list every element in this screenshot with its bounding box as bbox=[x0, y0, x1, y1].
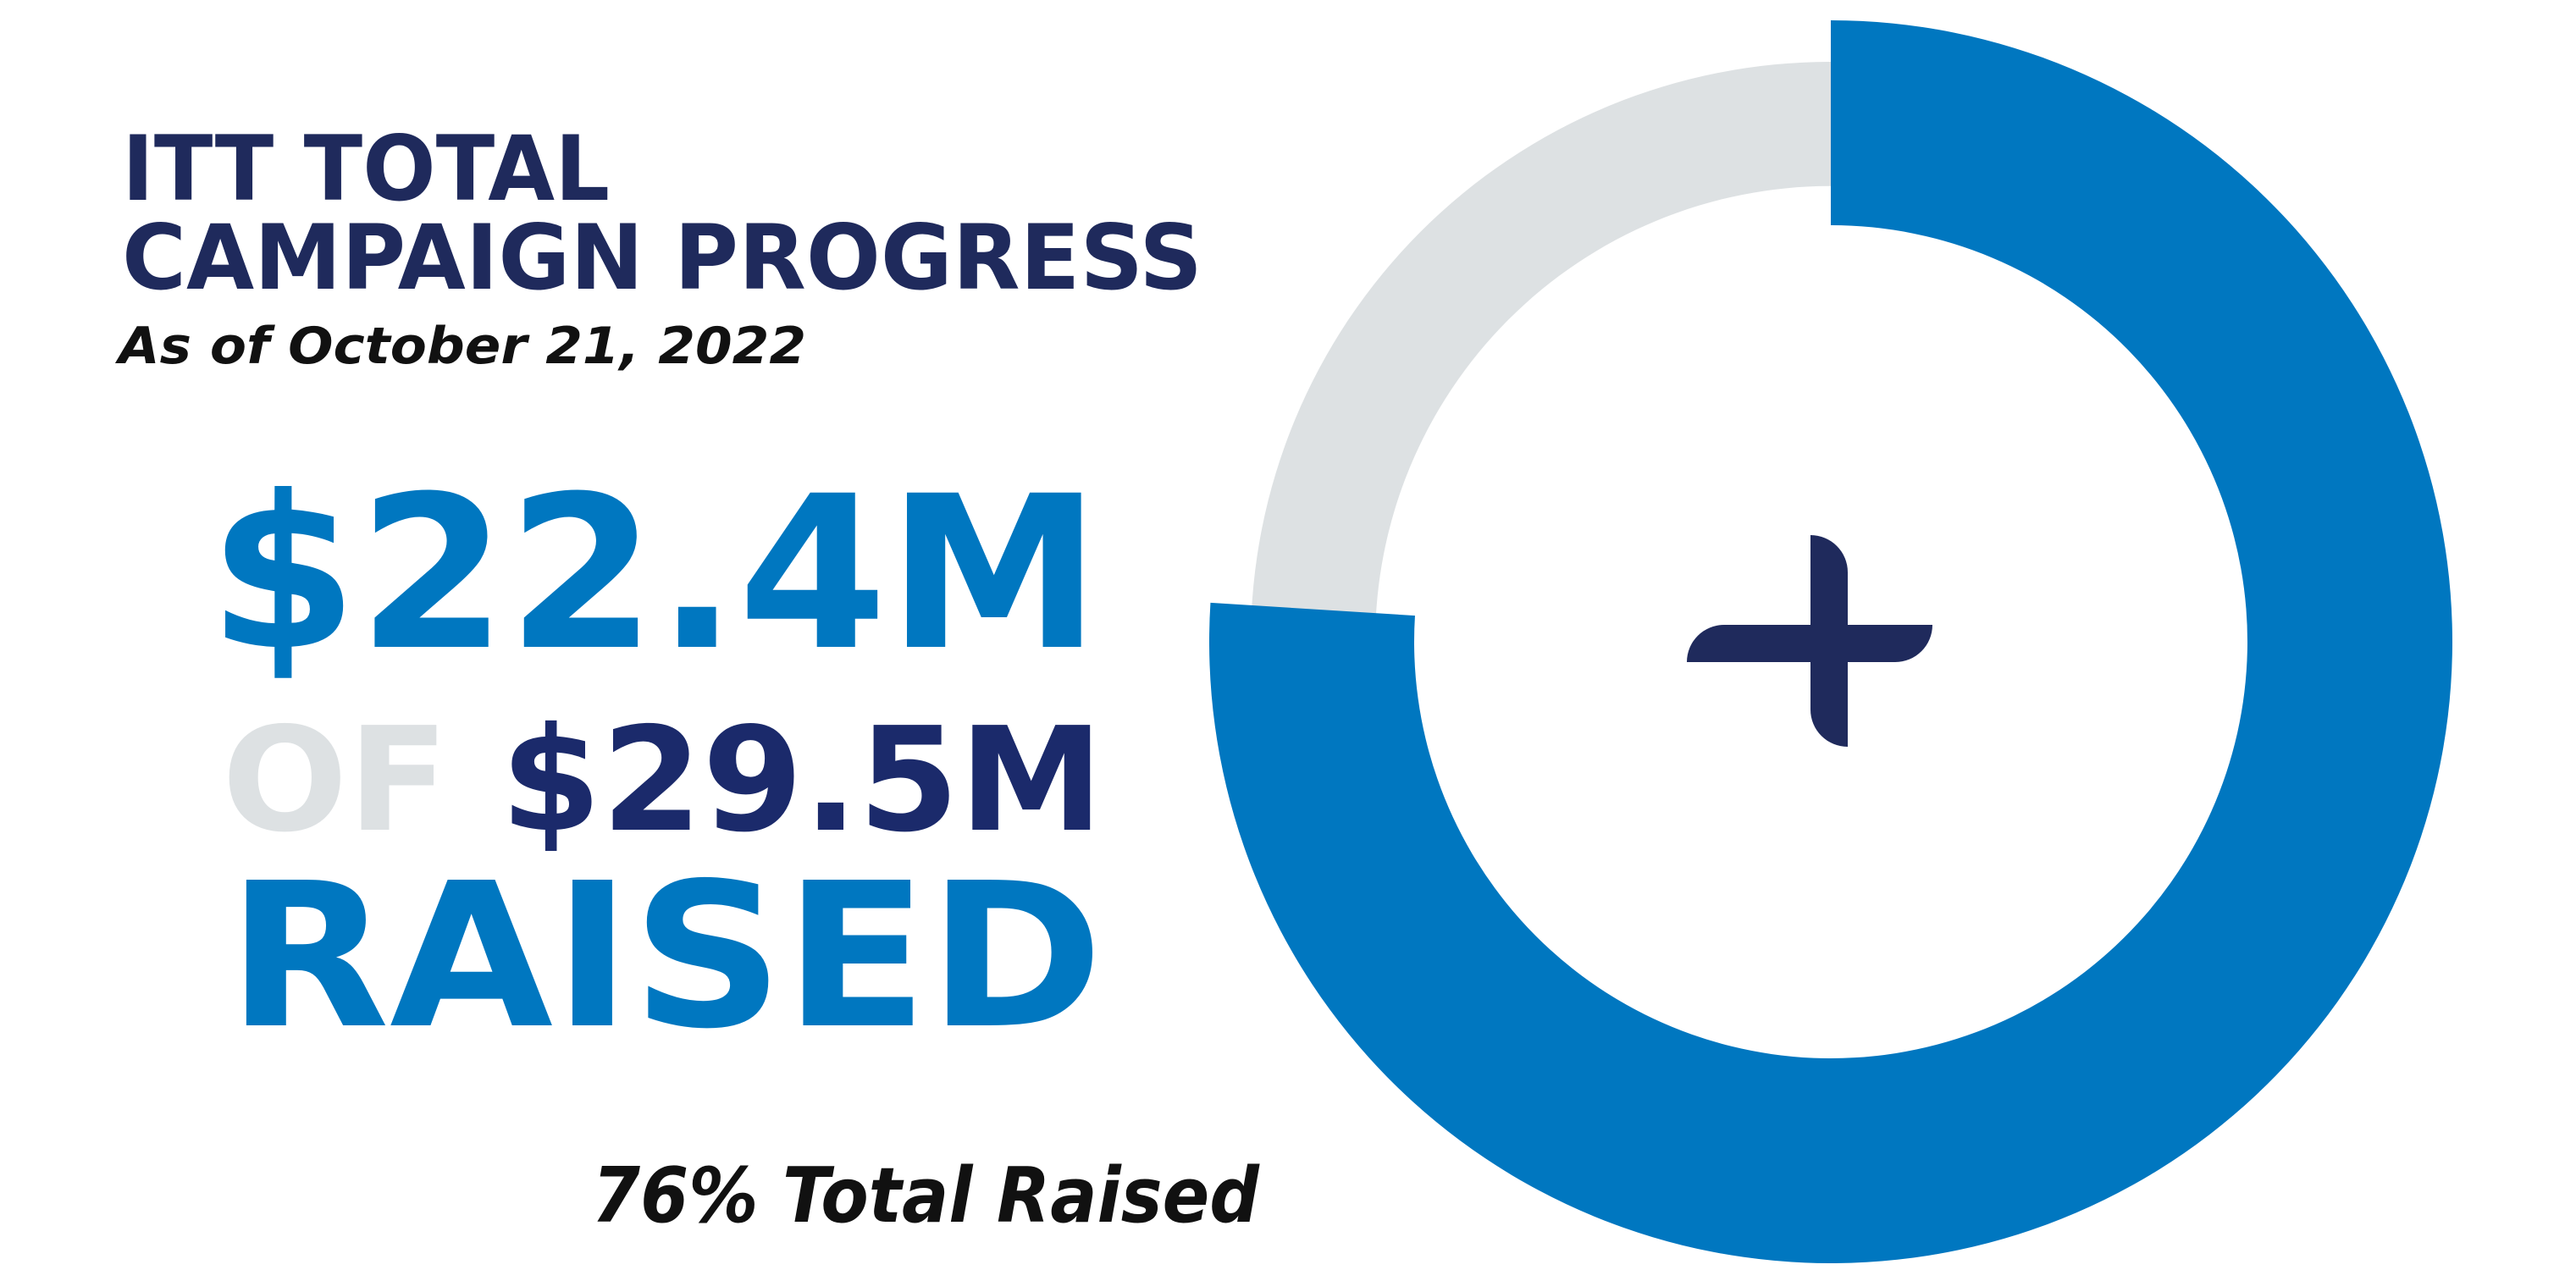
raised-arc bbox=[1208, 20, 2452, 1263]
raised-amount: $22.4M bbox=[208, 450, 1101, 697]
goal-amount: $29.5M bbox=[500, 697, 1103, 864]
plus-icon bbox=[1687, 535, 1932, 747]
title-line: CAMPAIGN PROGRESS bbox=[122, 206, 1202, 310]
plus-horizontal bbox=[1687, 625, 1932, 662]
percent-label: 76% Total Raised bbox=[592, 1151, 1260, 1240]
raised-label: RAISED bbox=[227, 840, 1103, 1073]
subtitle: As of October 21, 2022 bbox=[115, 317, 806, 376]
donut bbox=[1208, 20, 2452, 1263]
of-label: OF bbox=[222, 697, 449, 864]
title-line: ITT TOTAL bbox=[122, 117, 610, 221]
